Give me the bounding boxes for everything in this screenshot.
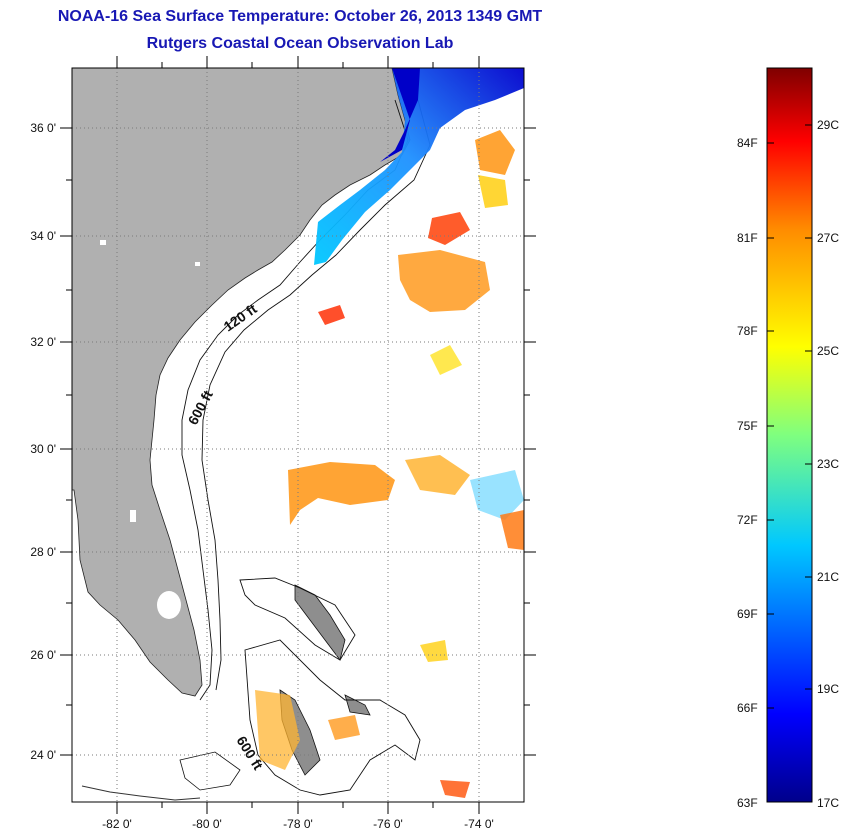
colorbar-c-label: 23C <box>817 457 840 471</box>
bank-outline <box>179 751 241 791</box>
colorbar-f-label: 75F <box>737 419 758 433</box>
colorbar-f-label: 84F <box>737 136 758 150</box>
sst-patch <box>440 780 470 798</box>
chart-title: NOAA-16 Sea Surface Temperature: October… <box>57 8 543 25</box>
colorbar-c-label: 19C <box>817 682 840 696</box>
sst-patch <box>328 715 360 740</box>
sst-cold-coastal <box>314 68 524 265</box>
lat-label: 34 0' <box>30 229 56 243</box>
colorbar-f-label: 63F <box>737 796 758 810</box>
chart-subtitle: Rutgers Coastal Ocean Observation Lab <box>146 35 454 52</box>
sst-patch <box>430 345 462 375</box>
lat-label: 24 0' <box>30 748 56 762</box>
colorbar-c-label: 29C <box>817 118 840 132</box>
lake <box>130 510 136 522</box>
lon-label: -76 0' <box>373 817 403 831</box>
sst-patch <box>420 640 448 662</box>
axis-ticks <box>60 56 536 814</box>
bank-outline <box>239 577 356 661</box>
colorbar-f-label: 81F <box>737 231 758 245</box>
lat-label: 26 0' <box>30 648 56 662</box>
grid-lines <box>72 68 524 802</box>
colorbar-c-label: 21C <box>817 570 840 584</box>
bank-outline <box>244 639 421 796</box>
sst-patch <box>428 212 470 245</box>
sst-patch <box>398 250 490 312</box>
sst-patch <box>500 510 524 550</box>
colorbar-c-label: 17C <box>817 796 840 810</box>
lon-label: -82 0' <box>102 817 132 831</box>
sst-patch <box>318 305 345 325</box>
lake-okeechobee <box>157 591 181 619</box>
sst-cold-core <box>380 68 420 162</box>
keys-outline <box>81 785 201 801</box>
lon-label: -78 0' <box>283 817 313 831</box>
land-mainland <box>72 68 411 697</box>
lat-label: 32 0' <box>30 335 56 349</box>
lake <box>195 262 200 266</box>
lat-label: 30 0' <box>30 442 56 456</box>
sst-patch <box>255 690 300 770</box>
colorbar-c-label: 27C <box>817 231 840 245</box>
lon-label: -74 0' <box>464 817 494 831</box>
lon-label: -80 0' <box>192 817 222 831</box>
lat-label: 28 0' <box>30 545 56 559</box>
colorbar <box>766 67 813 803</box>
colorbar-f-label: 66F <box>737 701 758 715</box>
lat-label: 36 0' <box>30 121 56 135</box>
colorbar-f-label: 72F <box>737 513 758 527</box>
colorbar-f-label: 69F <box>737 607 758 621</box>
sst-patch <box>288 462 395 525</box>
isobath-600ft <box>201 99 431 691</box>
colorbar-f-label: 78F <box>737 324 758 338</box>
lake <box>100 240 106 245</box>
sst-patch <box>478 175 508 208</box>
sst-patch <box>470 470 524 520</box>
colorbar-ticks <box>767 124 812 709</box>
colorbar-c-label: 25C <box>817 344 840 358</box>
sst-patch <box>475 130 515 175</box>
sst-patch <box>405 455 470 495</box>
